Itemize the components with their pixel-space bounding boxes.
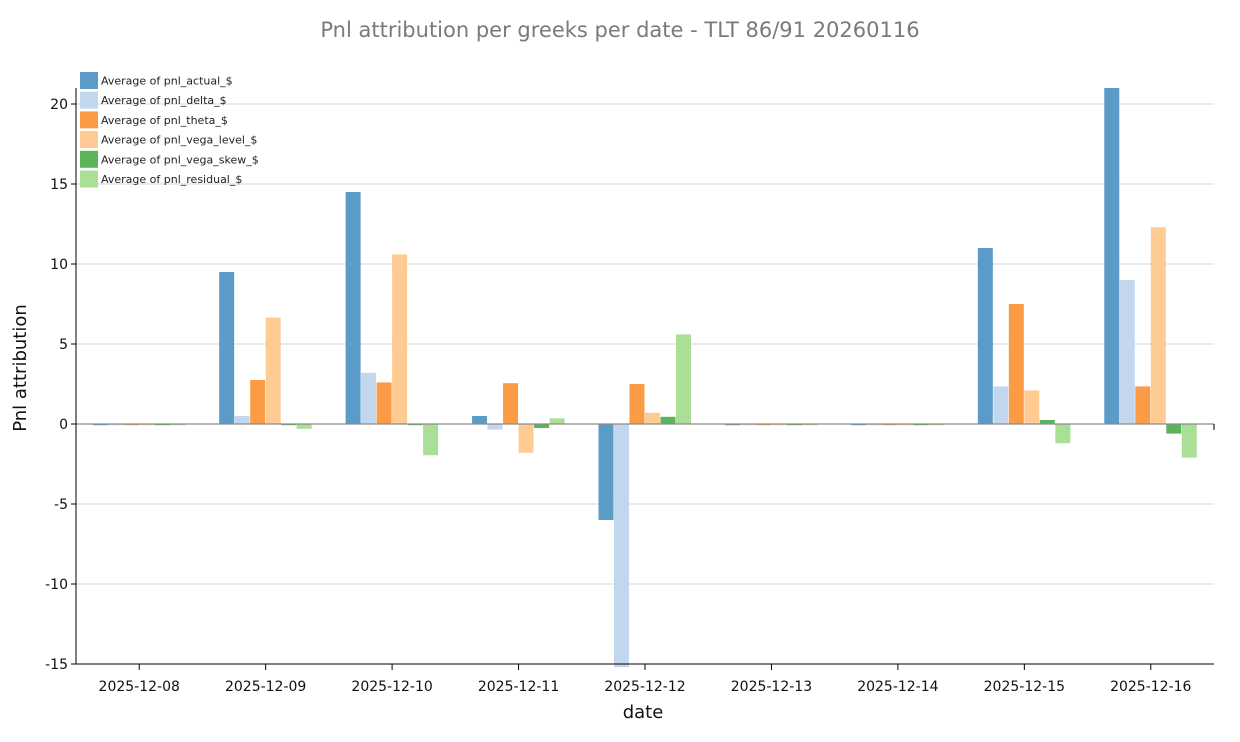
legend-label: Average of pnl_delta_$: [101, 94, 227, 107]
legend-swatch: [80, 150, 98, 168]
bar[interactable]: [977, 248, 993, 424]
bar[interactable]: [518, 424, 534, 453]
bar[interactable]: [472, 416, 488, 424]
bar[interactable]: [1119, 280, 1135, 424]
chart-title: Pnl attribution per greeks per date - TL…: [320, 18, 920, 42]
bar[interactable]: [423, 424, 439, 456]
bar[interactable]: [487, 424, 503, 430]
x-axis-title: date: [623, 702, 664, 723]
legend-label: Average of pnl_actual_$: [101, 75, 233, 88]
bar[interactable]: [1135, 386, 1151, 424]
x-tick-label: 2025-12-14: [857, 679, 938, 695]
bar[interactable]: [361, 372, 377, 424]
y-tick-label: -5: [54, 497, 68, 513]
gridlines: [76, 103, 1214, 585]
legend-swatch: [80, 170, 98, 188]
x-tick-label: 2025-12-16: [1110, 679, 1191, 695]
y-axis-title: Pnl attribution: [10, 304, 31, 432]
bar[interactable]: [629, 384, 645, 424]
bar[interactable]: [503, 383, 519, 424]
y-tick-label: 5: [59, 337, 68, 353]
legend-label: Average of pnl_theta_$: [101, 114, 228, 127]
bar[interactable]: [1104, 88, 1120, 424]
x-tick-label: 2025-12-15: [984, 679, 1065, 695]
y-tick-label: 15: [50, 177, 68, 193]
x-tick-label: 2025-12-12: [604, 679, 685, 695]
bar[interactable]: [1024, 390, 1040, 424]
bar[interactable]: [219, 272, 235, 424]
bar[interactable]: [614, 424, 629, 668]
bar[interactable]: [1181, 424, 1197, 458]
bar[interactable]: [1055, 424, 1071, 444]
legend-swatch: [80, 131, 98, 149]
x-tick-label: 2025-12-08: [99, 679, 180, 695]
bar[interactable]: [676, 334, 691, 424]
bar[interactable]: [234, 416, 250, 424]
x-tick-label: 2025-12-10: [351, 679, 432, 695]
bar[interactable]: [1166, 424, 1182, 434]
legend-swatch: [80, 111, 98, 129]
axes: -15 -10 -5 0 5 10 15 20 2025-12-08 2025-12-09 2025…: [45, 88, 1215, 695]
legend-label: Average of pnl_residual_$: [101, 173, 242, 186]
legend-swatch: [80, 72, 98, 89]
bar[interactable]: [1150, 227, 1166, 424]
bar[interactable]: [549, 418, 565, 424]
y-tick-label: 0: [59, 417, 68, 433]
bar[interactable]: [376, 382, 392, 424]
legend-swatch: [80, 91, 98, 109]
bar[interactable]: [1008, 304, 1024, 424]
y-tick-label: -15: [45, 657, 68, 673]
bar[interactable]: [250, 380, 266, 424]
bar[interactable]: [345, 192, 361, 424]
legend-label: Average of pnl_vega_level_$: [101, 134, 257, 147]
x-tick-label: 2025-12-11: [478, 679, 559, 695]
bar[interactable]: [1039, 420, 1055, 424]
bar[interactable]: [265, 317, 281, 424]
legend: Average of pnl_actual_$ Average of pnl_de…: [80, 72, 259, 188]
bar[interactable]: [534, 424, 550, 428]
bar[interactable]: [645, 412, 660, 424]
legend-label: Average of pnl_vega_skew_$: [101, 153, 259, 166]
bar[interactable]: [993, 386, 1009, 424]
bar[interactable]: [296, 424, 312, 429]
bar[interactable]: [660, 416, 676, 424]
y-tick-label: -10: [45, 577, 68, 593]
x-tick-label: 2025-12-09: [225, 679, 306, 695]
y-tick-label: 20: [50, 97, 68, 113]
bars-group: [92, 88, 1197, 668]
bar[interactable]: [598, 424, 614, 520]
y-tick-label: 10: [50, 257, 68, 273]
x-tick-label: 2025-12-13: [731, 679, 812, 695]
bar[interactable]: [392, 254, 408, 424]
